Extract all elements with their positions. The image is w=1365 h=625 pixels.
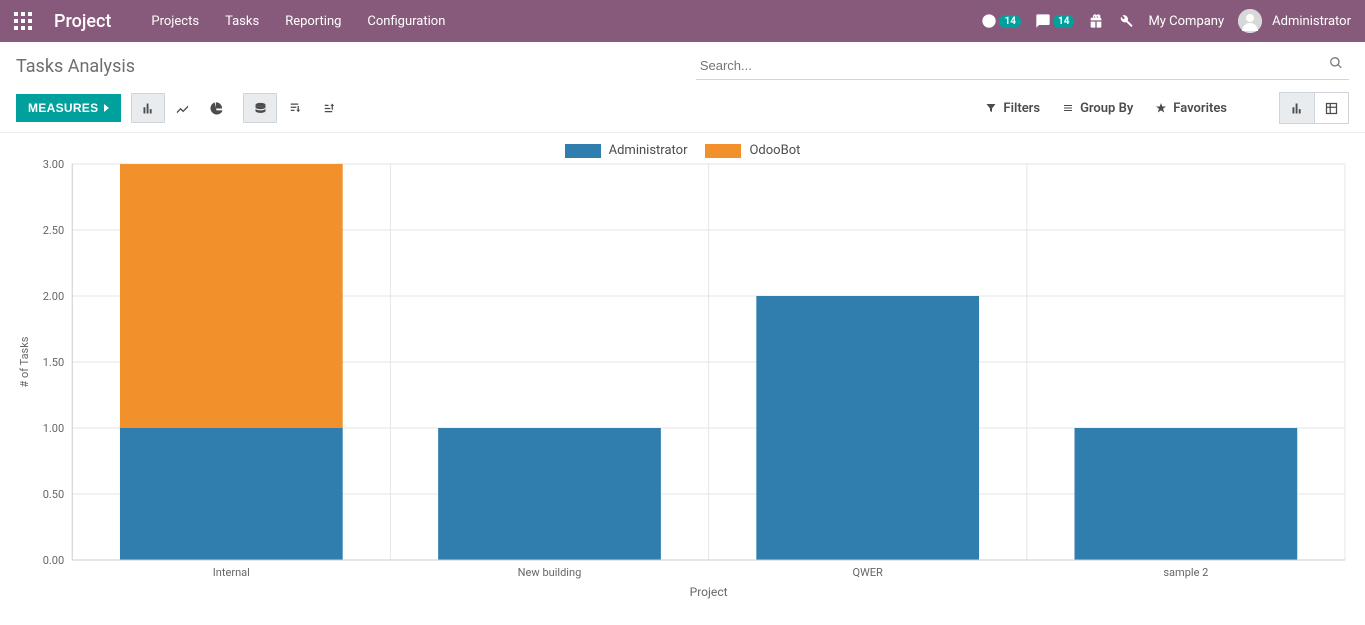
legend-item[interactable]: Administrator [565,143,688,158]
search-input[interactable] [696,52,1349,80]
svg-text:sample 2: sample 2 [1163,566,1208,579]
measures-button[interactable]: MEASURES [16,94,121,122]
svg-text:1.50: 1.50 [43,356,65,369]
svg-text:2.50: 2.50 [43,224,65,237]
control-panel: Tasks Analysis MEASURES Filters [0,42,1365,133]
pivot-view-button[interactable] [1314,93,1348,123]
apps-icon[interactable] [14,12,32,30]
legend-label: Administrator [609,143,688,158]
clock-icon [981,13,997,29]
sort-desc-button[interactable] [277,93,311,123]
chart-legend: Administrator OdooBot [10,143,1355,158]
bar-chart-button[interactable] [131,93,165,123]
chart-type-group [131,93,233,123]
graph-view-button[interactable] [1280,93,1314,123]
svg-text:# of Tasks: # of Tasks [18,336,31,387]
chart-option-group [243,93,345,123]
debug-button[interactable] [1118,13,1134,29]
groupby-label: Group By [1080,101,1133,116]
svg-text:3.00: 3.00 [43,160,65,171]
stack-icon [253,101,268,116]
gift-button[interactable] [1088,13,1104,29]
line-chart-button[interactable] [165,93,199,123]
activity-badge: 14 [999,15,1020,28]
svg-text:2.00: 2.00 [43,290,65,303]
company-switcher[interactable]: My Company [1148,14,1224,29]
messaging-badge: 14 [1053,15,1074,28]
list-icon [1062,102,1074,114]
sort-asc-icon [321,101,336,116]
caret-right-icon [104,104,109,112]
systray: 14 14 My Company Administrator [981,9,1351,33]
pivot-view-icon [1324,101,1339,116]
svg-text:1.00: 1.00 [43,422,65,435]
graph-view-icon [1290,101,1305,116]
search-options: Filters Group By Favorites [985,92,1349,124]
pie-chart-button[interactable] [199,93,233,123]
menu-projects[interactable]: Projects [151,14,199,29]
svg-text:0.00: 0.00 [43,554,65,567]
groupby-button[interactable]: Group By [1062,101,1133,116]
app-brand: Project [54,11,111,32]
bar-chart: 0.00 0.50 1.00 1.50 2.00 2.50 3.00 Internal New … [10,160,1355,600]
bar-segment[interactable] [438,428,661,560]
menu-tasks[interactable]: Tasks [225,14,259,29]
user-name: Administrator [1272,14,1351,29]
legend-label: OdooBot [749,143,800,158]
filters-button[interactable]: Filters [985,101,1040,116]
funnel-icon [985,102,997,114]
sort-asc-button[interactable] [311,93,345,123]
search-bar [696,52,1349,80]
favorites-label: Favorites [1173,101,1227,116]
stacked-button[interactable] [243,93,277,123]
view-switcher [1279,92,1349,124]
user-menu[interactable]: Administrator [1238,9,1351,33]
pie-chart-icon [209,101,224,116]
filters-label: Filters [1003,101,1040,116]
svg-text:Internal: Internal [213,566,250,579]
svg-text:New building: New building [518,566,582,579]
bar-segment[interactable] [120,164,343,428]
wrench-icon [1118,13,1134,29]
top-navbar: Project Projects Tasks Reporting Configu… [0,0,1365,42]
menu-configuration[interactable]: Configuration [367,14,445,29]
legend-item[interactable]: OdooBot [705,143,800,158]
bar-segment[interactable] [756,296,979,560]
search-icon[interactable] [1329,56,1343,70]
measures-label: MEASURES [28,101,98,115]
menu-reporting[interactable]: Reporting [285,14,341,29]
svg-text:0.50: 0.50 [43,488,65,501]
top-menu: Projects Tasks Reporting Configuration [151,14,445,29]
chat-icon [1035,13,1051,29]
legend-swatch [705,144,741,158]
bar-segment[interactable] [120,428,343,560]
avatar-icon [1238,9,1262,33]
svg-text:Project: Project [690,585,728,599]
favorites-button[interactable]: Favorites [1155,101,1227,116]
svg-text:QWER: QWER [853,566,884,579]
messaging-button[interactable]: 14 [1035,13,1074,29]
gift-icon [1088,13,1104,29]
bar-segment[interactable] [1075,428,1298,560]
star-icon [1155,102,1167,114]
legend-swatch [565,144,601,158]
company-name: My Company [1148,14,1224,29]
line-chart-icon [175,101,190,116]
activity-button[interactable]: 14 [981,13,1020,29]
sort-desc-icon [287,101,302,116]
breadcrumb: Tasks Analysis [16,56,135,77]
bar-chart-icon [141,101,156,116]
chart-area: Administrator OdooBot 0.00 0.50 1.00 1.50 2.0… [0,133,1365,610]
